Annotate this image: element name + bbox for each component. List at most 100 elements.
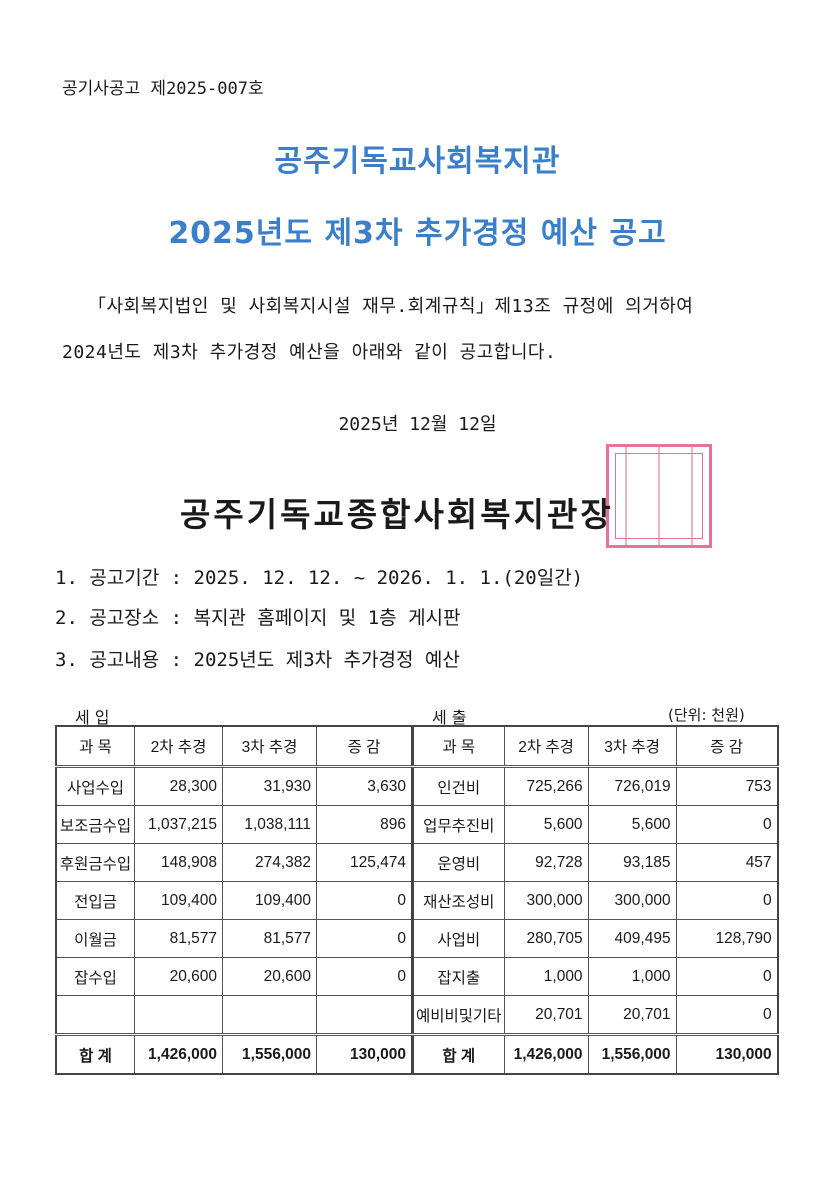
table-row: 운영비 92,728 93,185 457 bbox=[412, 843, 779, 882]
table-row: 업무추진비 5,600 5,600 0 bbox=[412, 805, 779, 844]
table-row: 전입금 109,400 109,400 0 bbox=[55, 881, 413, 920]
category-cell bbox=[55, 995, 135, 1035]
category-cell: 사업수입 bbox=[55, 766, 135, 806]
value-cell: 409,495 bbox=[587, 919, 677, 958]
category-cell: 이월금 bbox=[55, 919, 135, 958]
category-cell: 운영비 bbox=[412, 843, 505, 882]
table-row: 이월금 81,577 81,577 0 bbox=[55, 919, 413, 958]
category-cell: 합 계 bbox=[55, 1033, 135, 1075]
header-row: 과 목 2차 추경 3차 추경 증 감 bbox=[412, 725, 779, 768]
value-cell: 753 bbox=[675, 766, 779, 806]
table-row: 인건비 725,266 726,019 753 bbox=[412, 766, 779, 806]
value-cell: 93,185 bbox=[587, 843, 677, 882]
value-cell: 증 감 bbox=[675, 725, 779, 768]
value-cell: 274,382 bbox=[222, 843, 317, 882]
value-cell: 92,728 bbox=[503, 843, 589, 882]
category-cell: 인건비 bbox=[412, 766, 505, 806]
table-row: 재산조성비 300,000 300,000 0 bbox=[412, 881, 779, 920]
value-cell: 1,038,111 bbox=[222, 805, 317, 844]
category-cell: 잡지출 bbox=[412, 957, 505, 996]
value-cell: 20,600 bbox=[222, 957, 317, 996]
value-cell bbox=[222, 995, 317, 1035]
value-cell: 1,000 bbox=[587, 957, 677, 996]
category-cell: 보조금수입 bbox=[55, 805, 135, 844]
value-cell: 1,000 bbox=[503, 957, 589, 996]
issuer-name: 공주기독교종합사회복지관장 bbox=[180, 495, 614, 534]
table-row: 사업비 280,705 409,495 128,790 bbox=[412, 919, 779, 958]
value-cell: 3차 추경 bbox=[222, 725, 317, 768]
value-cell: 0 bbox=[675, 995, 779, 1035]
value-cell: 증 감 bbox=[316, 725, 413, 768]
category-cell: 재산조성비 bbox=[412, 881, 505, 920]
value-cell: 128,790 bbox=[675, 919, 779, 958]
table-row: 사업수입 28,300 31,930 3,630 bbox=[55, 766, 413, 806]
category-cell: 예비비및기타 bbox=[412, 995, 505, 1035]
value-cell: 1,556,000 bbox=[587, 1033, 677, 1075]
category-cell: 후원금수입 bbox=[55, 843, 135, 882]
notice-date: 2025년 12월 12일 bbox=[338, 414, 497, 435]
header-row: 과 목 2차 추경 3차 추경 증 감 bbox=[55, 725, 413, 768]
value-cell: 725,266 bbox=[503, 766, 589, 806]
value-cell: 300,000 bbox=[587, 881, 677, 920]
value-cell: 31,930 bbox=[222, 766, 317, 806]
category-cell: 과 목 bbox=[55, 725, 135, 768]
value-cell: 130,000 bbox=[316, 1033, 413, 1075]
revenue-table: 과 목 2차 추경 3차 추경 증 감 사업수입 28,300 31,930 3,630 보조금… bbox=[55, 725, 413, 1075]
value-cell: 81,577 bbox=[222, 919, 317, 958]
value-cell: 20,701 bbox=[503, 995, 589, 1035]
value-cell: 0 bbox=[316, 881, 413, 920]
category-cell: 잡수입 bbox=[55, 957, 135, 996]
revenue-caption: 세 입 bbox=[75, 708, 110, 727]
value-cell: 125,474 bbox=[316, 843, 413, 882]
table-row: 후원금수입 148,908 274,382 125,474 bbox=[55, 843, 413, 882]
intro-line-2: 2024년도 제3차 추가경정 예산을 아래와 같이 공고합니다. bbox=[62, 342, 557, 363]
title-organization: 공주기독교사회복지관 bbox=[274, 144, 561, 179]
value-cell: 130,000 bbox=[675, 1033, 779, 1075]
item-period: 1. 공고기간 : 2025. 12. 12. ~ 2026. 1. 1.(20… bbox=[55, 567, 584, 589]
expenditure-caption: 세 출 bbox=[432, 708, 467, 727]
table-row: 잡지출 1,000 1,000 0 bbox=[412, 957, 779, 996]
value-cell: 28,300 bbox=[134, 766, 223, 806]
value-cell: 896 bbox=[316, 805, 413, 844]
value-cell: 0 bbox=[675, 881, 779, 920]
document-number: 공기사공고 제2025-007호 bbox=[62, 79, 264, 99]
value-cell: 5,600 bbox=[587, 805, 677, 844]
value-cell: 0 bbox=[316, 919, 413, 958]
value-cell bbox=[316, 995, 413, 1035]
value-cell: 3차 추경 bbox=[587, 725, 677, 768]
category-cell: 전입금 bbox=[55, 881, 135, 920]
category-cell: 업무추진비 bbox=[412, 805, 505, 844]
value-cell: 148,908 bbox=[134, 843, 223, 882]
value-cell: 0 bbox=[675, 805, 779, 844]
value-cell: 2차 추경 bbox=[503, 725, 589, 768]
value-cell: 3,630 bbox=[316, 766, 413, 806]
value-cell: 300,000 bbox=[503, 881, 589, 920]
value-cell: 0 bbox=[675, 957, 779, 996]
value-cell: 109,400 bbox=[222, 881, 317, 920]
value-cell: 726,019 bbox=[587, 766, 677, 806]
table-row: 보조금수입 1,037,215 1,038,111 896 bbox=[55, 805, 413, 844]
value-cell: 20,600 bbox=[134, 957, 223, 996]
category-cell: 사업비 bbox=[412, 919, 505, 958]
intro-line-1: 「사회복지법인 및 사회복지시설 재무.회계규칙」제13조 규정에 의거하여 bbox=[88, 296, 694, 317]
expenditure-table: 과 목 2차 추경 3차 추경 증 감 인건비 725,266 726,019 753 업무추진… bbox=[412, 725, 779, 1075]
item-content: 3. 공고내용 : 2025년도 제3차 추가경정 예산 bbox=[55, 649, 460, 671]
value-cell: 109,400 bbox=[134, 881, 223, 920]
value-cell bbox=[134, 995, 223, 1035]
value-cell: 20,701 bbox=[587, 995, 677, 1035]
value-cell: 457 bbox=[675, 843, 779, 882]
value-cell: 2차 추경 bbox=[134, 725, 223, 768]
item-location: 2. 공고장소 : 복지관 홈페이지 및 1층 게시판 bbox=[55, 607, 461, 629]
value-cell: 0 bbox=[316, 957, 413, 996]
table-row: 잡수입 20,600 20,600 0 bbox=[55, 957, 413, 996]
table-row bbox=[55, 995, 413, 1035]
unit-label: (단위: 천원) bbox=[668, 706, 745, 724]
category-cell: 과 목 bbox=[412, 725, 505, 768]
category-cell: 합 계 bbox=[412, 1033, 505, 1075]
table-row: 예비비및기타 20,701 20,701 0 bbox=[412, 995, 779, 1035]
official-seal bbox=[606, 444, 712, 548]
value-cell: 1,426,000 bbox=[134, 1033, 223, 1075]
page-title: 2025년도 제3차 추가경정 예산 공고 bbox=[168, 216, 667, 251]
total-row: 합 계 1,426,000 1,556,000 130,000 bbox=[412, 1033, 779, 1075]
value-cell: 1,556,000 bbox=[222, 1033, 317, 1075]
